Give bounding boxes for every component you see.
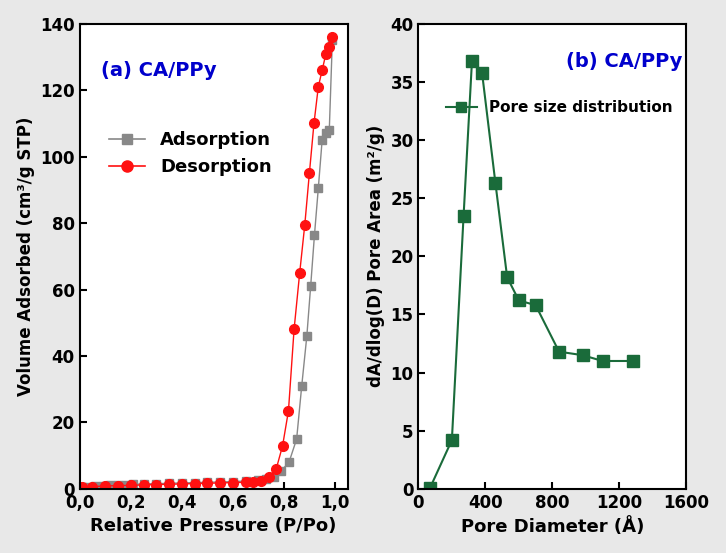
Pore size distribution [460, 212, 468, 219]
Line: Desorption: Desorption [78, 32, 337, 492]
Text: (a) CA/PPy: (a) CA/PPy [101, 61, 217, 80]
Pore size distribution [447, 437, 456, 444]
Desorption [139, 482, 148, 488]
Adsorption [139, 481, 148, 487]
Desorption [78, 484, 86, 491]
Adsorption [165, 480, 174, 487]
Adsorption [328, 37, 337, 44]
Adsorption [216, 479, 224, 486]
Desorption [309, 120, 318, 127]
X-axis label: Pore Diameter (Å): Pore Diameter (Å) [461, 518, 644, 536]
Legend: Pore size distribution: Pore size distribution [440, 94, 679, 121]
Desorption [177, 481, 186, 487]
Pore size distribution [598, 358, 607, 364]
Desorption [318, 67, 327, 74]
Desorption [301, 221, 309, 228]
Adsorption [298, 383, 306, 389]
Desorption [328, 34, 337, 40]
Desorption [216, 479, 224, 486]
Adsorption [310, 231, 319, 238]
Desorption [295, 270, 304, 276]
Pore size distribution [515, 297, 523, 304]
Line: Pore size distribution: Pore size distribution [425, 55, 638, 493]
Line: Adsorption: Adsorption [78, 36, 336, 491]
Adsorption [129, 481, 138, 488]
Adsorption [303, 333, 311, 340]
Desorption [203, 480, 212, 487]
Pore size distribution [478, 69, 486, 76]
Pore size distribution [578, 352, 587, 358]
Adsorption [325, 127, 334, 133]
Desorption [249, 478, 258, 485]
Desorption [241, 479, 250, 486]
Pore size distribution [531, 302, 540, 309]
Adsorption [91, 483, 99, 489]
Desorption [284, 408, 293, 414]
Adsorption [121, 481, 130, 488]
Desorption [305, 170, 314, 176]
Adsorption [114, 482, 123, 488]
Desorption [256, 477, 265, 484]
Desorption [278, 442, 287, 449]
Desorption [322, 50, 330, 57]
X-axis label: Relative Pressure (P/Po): Relative Pressure (P/Po) [91, 518, 337, 535]
Desorption [314, 84, 322, 90]
Pore size distribution [425, 484, 434, 491]
Desorption [264, 474, 273, 481]
Desorption [290, 326, 298, 333]
Adsorption [78, 484, 86, 491]
Adsorption [241, 478, 250, 484]
Y-axis label: dA/dlog(D) Pore Area (m²/g): dA/dlog(D) Pore Area (m²/g) [367, 125, 385, 388]
Pore size distribution [468, 58, 476, 64]
Desorption [114, 482, 123, 489]
Adsorption [177, 479, 186, 486]
Pore size distribution [555, 348, 563, 355]
Adsorption [322, 130, 330, 137]
Adsorption [269, 474, 278, 481]
Desorption [190, 481, 199, 487]
Y-axis label: Volume Adsorbed (cm³/g STP): Volume Adsorbed (cm³/g STP) [17, 117, 35, 396]
Desorption [272, 466, 280, 472]
Pore size distribution [491, 180, 499, 186]
Adsorption [285, 459, 293, 466]
Adsorption [98, 482, 107, 489]
Adsorption [106, 482, 115, 489]
Desorption [229, 479, 237, 486]
Adsorption [190, 479, 199, 486]
Legend: Adsorption, Desorption: Adsorption, Desorption [102, 124, 279, 184]
Adsorption [229, 478, 237, 485]
Adsorption [318, 137, 327, 143]
Adsorption [203, 479, 212, 486]
Desorption [165, 481, 174, 488]
Desorption [101, 483, 110, 489]
Adsorption [83, 483, 91, 490]
Pore size distribution [629, 358, 637, 364]
Pore size distribution [503, 274, 512, 280]
Adsorption [277, 467, 285, 474]
Adsorption [152, 481, 160, 487]
Adsorption [314, 185, 322, 191]
Desorption [88, 483, 97, 490]
Text: (b) CA/PPy: (b) CA/PPy [566, 51, 682, 71]
Adsorption [254, 477, 263, 483]
Adsorption [293, 436, 301, 442]
Adsorption [306, 283, 315, 290]
Desorption [325, 44, 334, 50]
Desorption [126, 482, 135, 489]
Desorption [152, 481, 160, 488]
Adsorption [261, 476, 270, 482]
